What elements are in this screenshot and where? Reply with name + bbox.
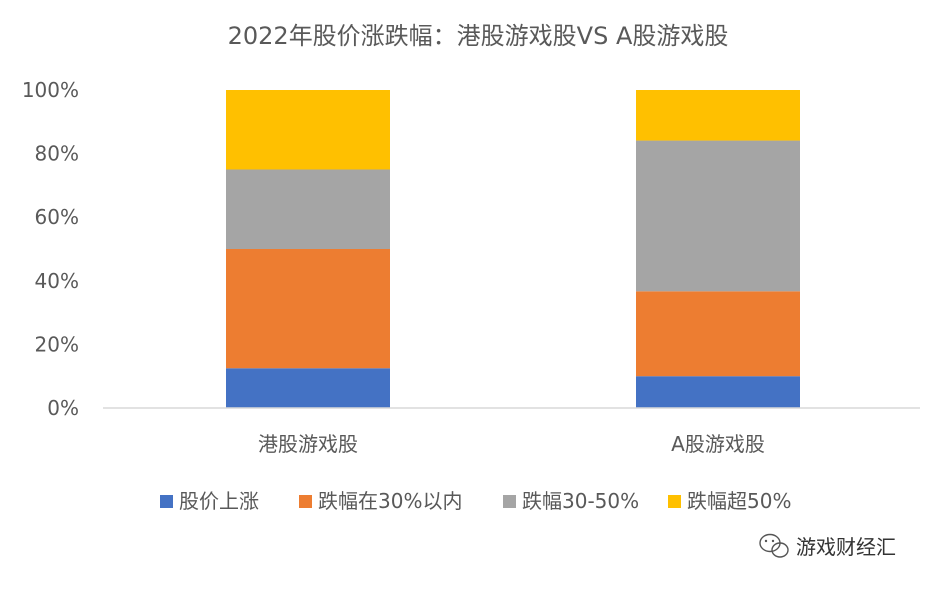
y-tick-label: 20% bbox=[35, 332, 79, 356]
y-axis: 0% 20% 40% 60% 80% 100% bbox=[22, 78, 79, 420]
bar-segment bbox=[226, 169, 390, 249]
legend-swatch bbox=[299, 495, 312, 508]
x-tick-label: A股游戏股 bbox=[671, 432, 765, 456]
y-tick-label: 100% bbox=[22, 78, 79, 102]
y-tick-label: 80% bbox=[35, 142, 79, 166]
x-axis: 港股游戏股 A股游戏股 bbox=[258, 432, 765, 456]
chart-title: 2022年股价涨跌幅：港股游戏股VS A股游戏股 bbox=[228, 22, 729, 50]
legend-label: 跌幅在30%以内 bbox=[318, 489, 462, 513]
y-tick-label: 0% bbox=[47, 396, 79, 420]
bars bbox=[226, 90, 800, 408]
bar-segment bbox=[636, 140, 800, 292]
legend-label: 跌幅超50% bbox=[687, 489, 791, 513]
legend-swatch bbox=[503, 495, 516, 508]
wechat-icon bbox=[759, 533, 789, 558]
x-tick-label: 港股游戏股 bbox=[258, 432, 358, 456]
legend-label: 股价上涨 bbox=[179, 489, 259, 513]
bar-segment bbox=[226, 368, 390, 408]
legend-swatch bbox=[160, 495, 173, 508]
legend-label: 跌幅30-50% bbox=[522, 489, 639, 513]
legend: 股价上涨 跌幅在30%以内 跌幅30-50% 跌幅超50% bbox=[160, 489, 791, 513]
bar-segment bbox=[636, 90, 800, 141]
y-tick-label: 60% bbox=[35, 205, 79, 229]
watermark-text: 游戏财经汇 bbox=[796, 535, 896, 559]
bar-segment bbox=[636, 291, 800, 377]
bar-segment bbox=[226, 249, 390, 369]
bar-segment bbox=[636, 376, 800, 408]
legend-swatch bbox=[668, 495, 681, 508]
bar-segment bbox=[226, 90, 390, 170]
y-tick-label: 40% bbox=[35, 269, 79, 293]
watermark: 游戏财经汇 bbox=[759, 533, 896, 559]
